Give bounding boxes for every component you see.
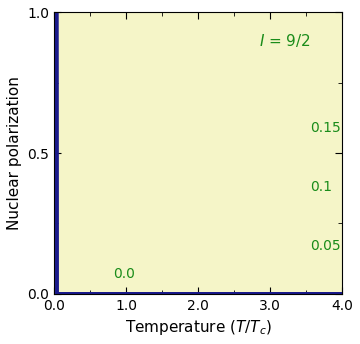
Text: 0.0: 0.0 (113, 267, 135, 281)
Text: 0.15: 0.15 (310, 121, 341, 135)
X-axis label: Temperature ($T/T_c$): Temperature ($T/T_c$) (125, 318, 272, 337)
Y-axis label: Nuclear polarization: Nuclear polarization (7, 76, 22, 230)
Text: 0.1: 0.1 (310, 180, 332, 194)
Text: $I$ = 9/2: $I$ = 9/2 (260, 32, 311, 49)
Text: 0.05: 0.05 (310, 239, 340, 253)
